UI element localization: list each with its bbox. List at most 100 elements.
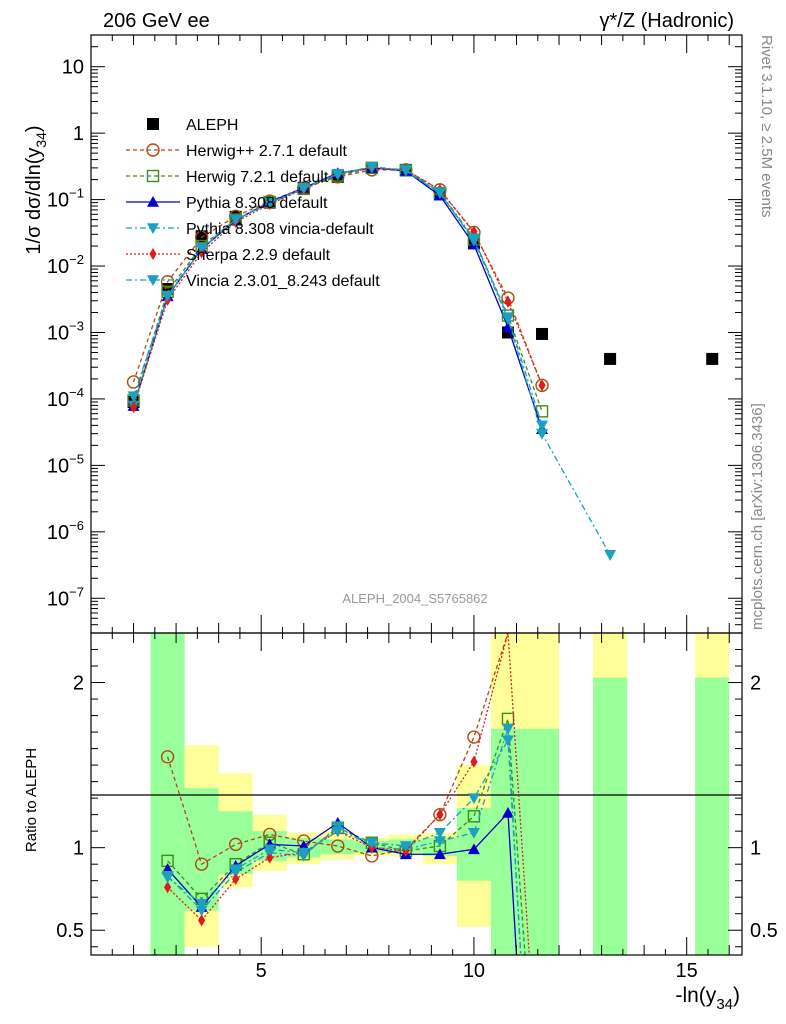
ratio-point	[365, 837, 378, 849]
legend-entry-pythia-8-308-vincia-default: Pythia 8.308 vincia-default	[126, 221, 374, 238]
ratio-point	[163, 881, 172, 894]
ratio-point	[297, 847, 310, 859]
x-axis-ticks: 5 10 15	[90, 35, 730, 982]
ratio-y-tick-label-right: 2	[750, 673, 761, 695]
ratio-point	[198, 914, 206, 927]
data-point	[160, 275, 175, 289]
x-tick-label: 5	[256, 960, 267, 982]
ratio-point	[331, 826, 344, 838]
data-point	[126, 375, 141, 389]
legend-label: Pythia 8.308 default	[186, 195, 328, 212]
data-point	[467, 233, 480, 245]
ratio-point	[195, 899, 208, 910]
legend-label: Herwig 7.2.1 default	[186, 169, 329, 186]
legend-label: Pythia 8.308 vincia-default	[186, 221, 374, 238]
mcplots-label: mcplots.cern.ch [arXiv:1306.3436]	[749, 403, 766, 630]
ratio-point	[470, 755, 478, 768]
data-point	[536, 327, 549, 340]
ratio-line	[167, 633, 530, 955]
stat-uncertainty-band	[695, 677, 730, 955]
ratio-point	[266, 851, 274, 864]
x-tick-label: 15	[676, 960, 698, 982]
header-right: γ*/Z (Hadronic)	[600, 10, 734, 32]
legend-entry-sherpa-2-2-9-default: Sherpa 2.2.9 default	[126, 247, 331, 264]
ratio-y-tick-label: 1	[73, 838, 84, 860]
ratio-point	[433, 848, 446, 860]
data-point	[127, 391, 140, 403]
ratio-point	[501, 806, 514, 818]
legend-entry-herwig-2-7-1-default: Herwig++ 2.7.1 default	[126, 143, 348, 160]
ratio-point	[467, 828, 480, 839]
ratio-y-tick-label-right: 0.5	[750, 920, 778, 942]
data-point	[706, 352, 719, 365]
y-tick-label: 10−6	[47, 518, 84, 544]
x-axis-label: -ln(y34)	[675, 984, 740, 1013]
ratio-point	[160, 750, 175, 764]
ratio-point	[467, 730, 481, 744]
data-point	[604, 550, 617, 561]
y-tick-label: 10−5	[47, 451, 84, 477]
ratio-point	[501, 723, 514, 735]
main-y-axis-ticks: 10 1 10−1 10−2 10−3 10−4 10−5 10−6 10−7	[47, 34, 742, 634]
data-point	[263, 197, 276, 209]
ratio-plot-frame	[90, 632, 743, 956]
stat-uncertainty-band	[490, 728, 525, 955]
ratio-line	[167, 811, 518, 955]
legend-marker	[146, 169, 160, 183]
stat-uncertainty-band	[184, 788, 219, 911]
legend-marker	[149, 248, 157, 260]
legend-label: Sherpa 2.2.9 default	[186, 247, 331, 264]
data-point	[195, 242, 208, 254]
header-left: 206 GeV ee	[103, 10, 210, 32]
ratio-point	[433, 836, 446, 848]
ratio-point	[433, 828, 446, 839]
series-vincia-2-3-01-8-243-default	[127, 162, 549, 432]
y-tick-label: 10−3	[47, 318, 84, 344]
ratio-y-tick-label: 0.5	[56, 920, 84, 942]
analysis-watermark: ALEPH_2004_S5765862	[342, 591, 487, 606]
y-tick-label: 10−7	[47, 584, 84, 610]
ratio-point	[229, 864, 242, 876]
main-y-axis-label: 1/σ dσ/dln(y34)	[23, 125, 49, 254]
ratio-y-tick-label-right: 1	[750, 838, 761, 860]
stat-uncertainty-band	[593, 677, 628, 955]
legend-label: ALEPH	[186, 117, 238, 134]
ratio-point	[194, 857, 209, 871]
legend-marker	[147, 196, 159, 207]
stat-uncertainty-band	[150, 633, 185, 955]
stat-uncertainty-band	[320, 839, 355, 855]
data-point	[501, 326, 514, 339]
ratio-line	[166, 633, 517, 866]
ratio-point	[436, 808, 444, 821]
x-tick-label: 10	[463, 960, 485, 982]
ratio-y-axis-label: Ratio to ALEPH	[23, 748, 40, 852]
data-point	[604, 352, 617, 365]
ratio-point	[501, 735, 514, 747]
data-point	[536, 428, 549, 440]
data-point	[229, 214, 242, 226]
ratio-uncertainty-bands	[150, 633, 730, 955]
ratio-y-tick-label: 2	[73, 673, 84, 695]
ratio-series-vincia-2-3-01-8-243-default	[161, 735, 522, 955]
y-tick-label: 10−2	[47, 252, 84, 278]
y-tick-label: 10−4	[47, 385, 84, 411]
data-point	[538, 379, 546, 392]
ratio-point	[467, 843, 480, 855]
legend: ALEPH Herwig++ 2.7.1 default Herwig 7.2.1 …	[126, 117, 380, 290]
data-point	[399, 165, 412, 176]
legend-entry-pythia-8-308-default: Pythia 8.308 default	[126, 195, 328, 212]
legend-label: Vincia 2.3.01_8.243 default	[186, 273, 380, 290]
legend-marker	[147, 275, 159, 286]
ratio-line	[167, 728, 522, 955]
main-series-layer	[126, 161, 719, 561]
ratio-point	[195, 905, 208, 917]
y-tick-label: 10−1	[47, 186, 84, 212]
y-tick-label: 10	[62, 57, 84, 79]
data-point	[161, 290, 174, 302]
legend-entry-vincia-2-3-01-8-243-default: Vincia 2.3.01_8.243 default	[126, 273, 380, 290]
rivet-version-label: Rivet 3.1.10, ≥ 2.5M events	[758, 35, 775, 218]
ratio-point	[228, 837, 243, 852]
data-point	[433, 187, 446, 199]
ratio-y-axis-ticks: 0.5 0.5 1 1 2 2	[56, 649, 778, 948]
ratio-point	[263, 844, 276, 856]
